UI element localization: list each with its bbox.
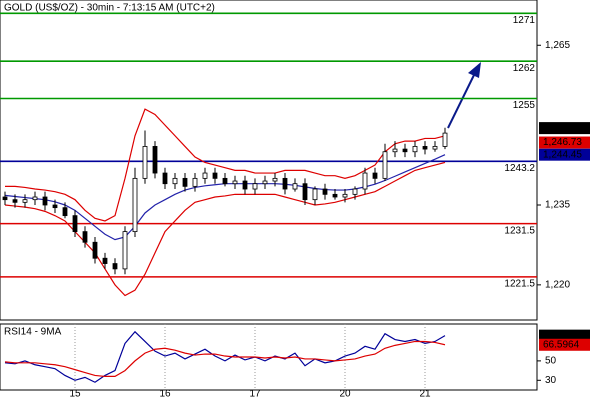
candle-body (152, 146, 158, 174)
band-line (4, 161, 446, 297)
candle-body (182, 177, 188, 187)
candle-body (92, 241, 98, 259)
candle-body (172, 177, 178, 185)
level-label: 1243.2 (504, 163, 535, 174)
candle-body (112, 263, 118, 270)
candle-body (372, 172, 378, 179)
candle-body (202, 172, 208, 179)
last-value-box (539, 122, 590, 135)
candle-body (262, 180, 268, 185)
rsi-title: RSI14 - 9MA (4, 327, 62, 338)
rsi-value-label: 66.5964 (543, 339, 580, 350)
candle-body (82, 231, 88, 243)
candle-body (322, 188, 328, 195)
candle-body (432, 146, 438, 150)
candle-body (292, 183, 298, 190)
x-tick-label: 15 (69, 389, 81, 400)
candle-body (42, 196, 48, 206)
last-value-label: 1,244.45 (543, 149, 582, 160)
x-tick-label: 16 (159, 389, 171, 400)
level-label: 1271 (513, 15, 536, 26)
candle-body (362, 172, 368, 190)
candle-body (122, 231, 128, 270)
candle-body (12, 199, 18, 203)
candle-body (222, 177, 228, 185)
rsi-value-box (539, 329, 590, 342)
y-tick-label: 1,220 (545, 279, 570, 290)
band-line (5, 108, 446, 222)
candle-body (352, 188, 358, 195)
rsi-value-label: 76.0031 (543, 330, 580, 341)
candle-body (142, 146, 148, 179)
level-label: 1231.5 (504, 225, 535, 236)
candle-body (132, 177, 138, 233)
candle-body (272, 177, 278, 182)
rsi-line (4, 340, 446, 378)
candle-body (442, 132, 448, 147)
chart-title: GOLD (US$/OZ) - 30min - 7:13:15 AM (UTC+… (4, 3, 215, 14)
candle-body (422, 146, 428, 150)
main-panel (0, 0, 538, 321)
candle-body (102, 257, 108, 264)
forecast-arrow (447, 74, 475, 129)
candle-body (62, 207, 68, 217)
x-tick-label: 17 (249, 389, 261, 400)
rsi-value-box (539, 338, 590, 351)
y-tick-label: 1,235 (545, 200, 570, 211)
y-tick-label: 1,265 (545, 40, 570, 51)
x-tick-label: 21 (419, 389, 431, 400)
candle-body (382, 151, 388, 179)
candle-body (332, 193, 338, 198)
last-value-box (539, 136, 590, 149)
candle-body (392, 148, 398, 153)
candle-body (302, 183, 308, 201)
candle-body (242, 180, 248, 190)
candle-body (52, 204, 58, 209)
candle-body (212, 172, 218, 179)
last-value-label: 1,249.44 (543, 123, 582, 134)
rsi-line (4, 330, 446, 383)
level-label: 1255 (513, 100, 536, 111)
candle-body (412, 146, 418, 153)
candle-body (162, 172, 168, 185)
level-label: 1221.5 (504, 279, 535, 290)
rsi-tick-label: 30 (545, 375, 557, 386)
candle-body (32, 196, 38, 201)
candle-body (342, 193, 348, 198)
last-value-label: 1,246.73 (543, 137, 582, 148)
last-value-box (539, 148, 590, 161)
candle-body (22, 199, 28, 203)
candle-body (282, 177, 288, 190)
x-tick-label: 20 (339, 389, 351, 400)
candle-body (72, 215, 78, 233)
level-label: 1262 (513, 63, 536, 74)
arrow-head (468, 62, 481, 78)
candle-body (2, 196, 8, 201)
rsi-panel (0, 323, 538, 391)
rsi-tick-label: 50 (545, 356, 557, 367)
candle-body (402, 148, 408, 153)
candle-body (232, 180, 238, 185)
candle-body (192, 177, 198, 187)
candle-body (252, 183, 258, 190)
candle-body (312, 188, 318, 201)
